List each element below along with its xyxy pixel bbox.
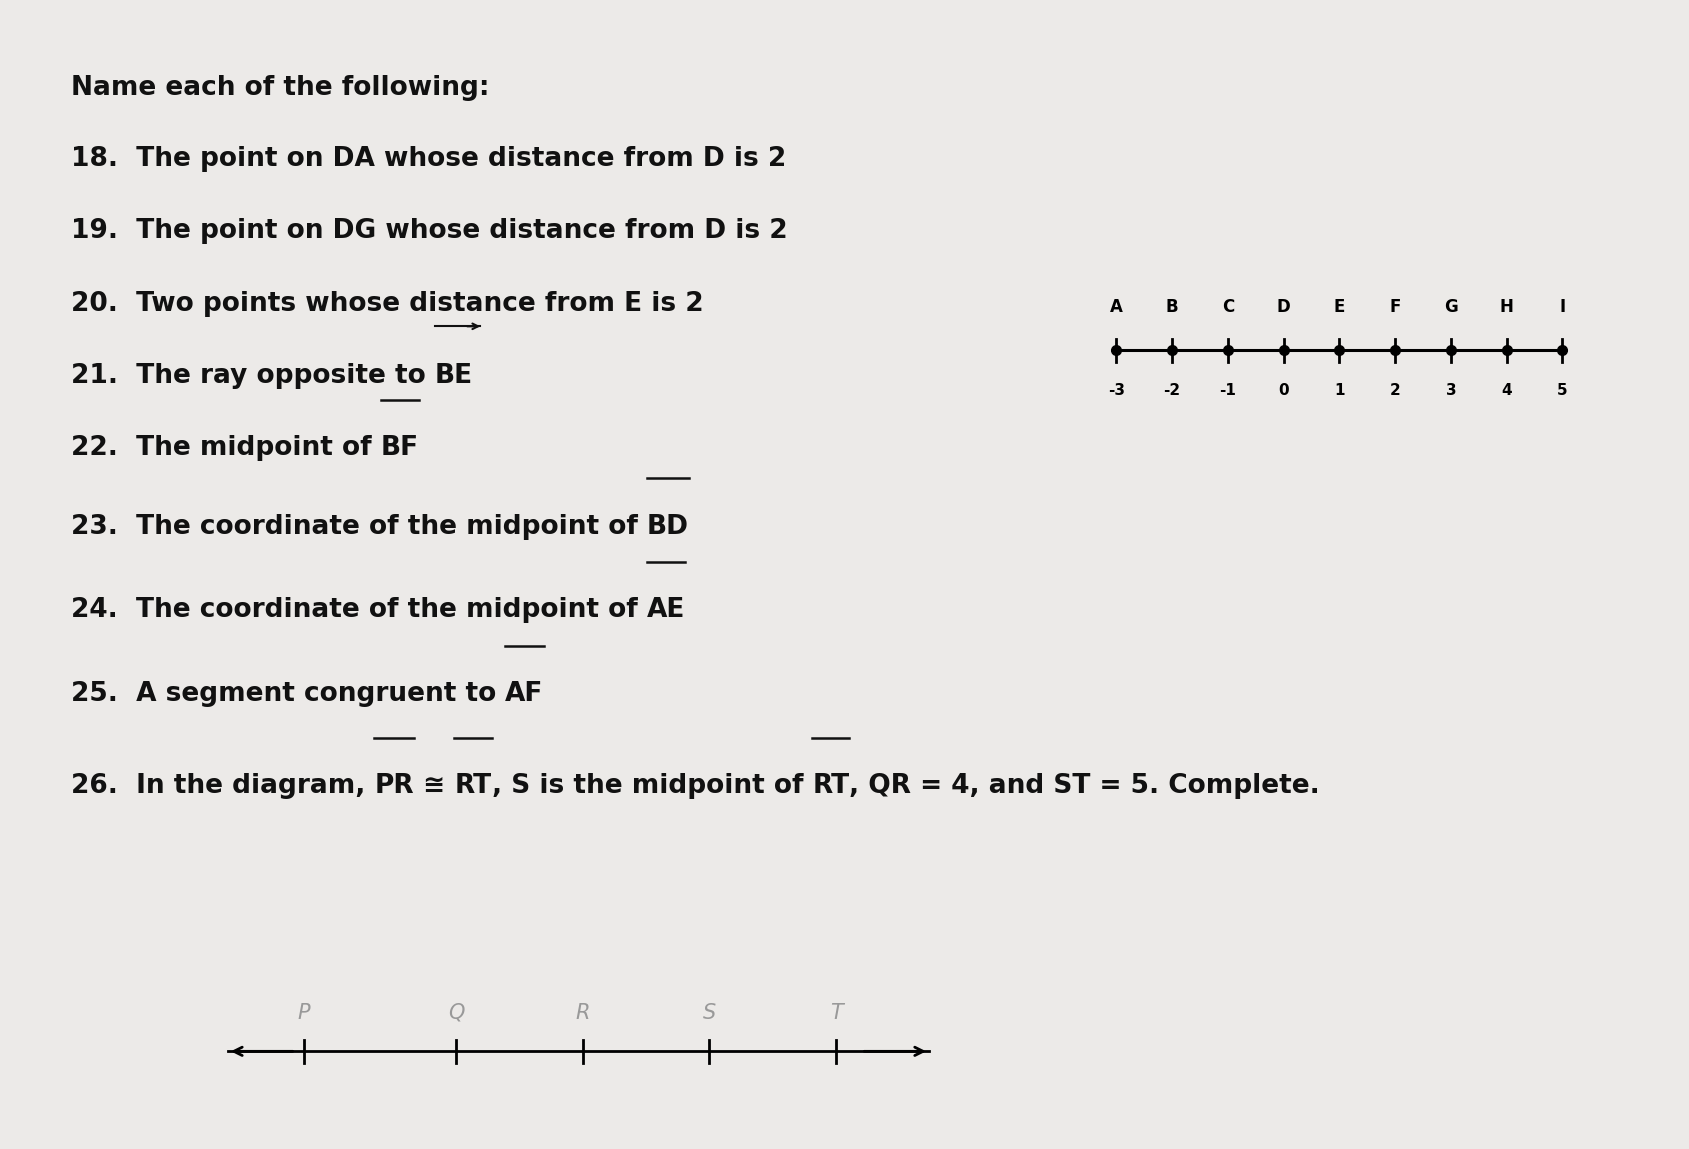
Text: 23.  The coordinate of the midpoint of: 23. The coordinate of the midpoint of (71, 514, 647, 540)
Text: RT: RT (454, 773, 491, 800)
Text: T: T (829, 1003, 843, 1023)
Text: C: C (1221, 298, 1235, 316)
Text: PR: PR (375, 773, 414, 800)
Text: D: D (1277, 298, 1290, 316)
Text: 2: 2 (1390, 383, 1400, 398)
Text: 19.  The point on DG whose distance from D is 2: 19. The point on DG whose distance from … (71, 218, 787, 245)
Text: 0: 0 (1279, 383, 1289, 398)
Text: , S is the midpoint of: , S is the midpoint of (491, 773, 812, 800)
Text: 18.  The point on DA whose distance from D is 2: 18. The point on DA whose distance from … (71, 146, 785, 172)
Text: S: S (703, 1003, 716, 1023)
Text: E: E (1334, 298, 1344, 316)
Text: 21.  The ray opposite to: 21. The ray opposite to (71, 363, 434, 390)
Text: , QR = 4, and ST = 5. Complete.: , QR = 4, and ST = 5. Complete. (850, 773, 1321, 800)
Text: RT: RT (812, 773, 850, 800)
Text: F: F (1390, 298, 1400, 316)
Text: B: B (1165, 298, 1179, 316)
Text: BE: BE (434, 363, 473, 390)
Text: G: G (1444, 298, 1458, 316)
Text: 26.  In the diagram,: 26. In the diagram, (71, 773, 375, 800)
Text: R: R (576, 1003, 589, 1023)
Text: I: I (1559, 298, 1566, 316)
Text: A: A (1110, 298, 1123, 316)
Text: -1: -1 (1219, 383, 1236, 398)
Text: -2: -2 (1164, 383, 1181, 398)
Text: 22.  The midpoint of: 22. The midpoint of (71, 435, 380, 462)
Text: P: P (297, 1003, 311, 1023)
Text: 3: 3 (1446, 383, 1456, 398)
Text: BF: BF (380, 435, 419, 462)
Text: AF: AF (505, 681, 544, 708)
Text: 20.  Two points whose distance from E is 2: 20. Two points whose distance from E is … (71, 291, 704, 317)
Text: AE: AE (647, 597, 686, 624)
Text: 25.  A segment congruent to: 25. A segment congruent to (71, 681, 505, 708)
Text: 24.  The coordinate of the midpoint of: 24. The coordinate of the midpoint of (71, 597, 647, 624)
Text: 5: 5 (1557, 383, 1567, 398)
Text: -3: -3 (1108, 383, 1125, 398)
Text: H: H (1500, 298, 1513, 316)
Text: ≅: ≅ (414, 773, 454, 800)
Text: Q: Q (448, 1003, 464, 1023)
Text: 1: 1 (1334, 383, 1344, 398)
Text: 4: 4 (1502, 383, 1512, 398)
Text: Name each of the following:: Name each of the following: (71, 75, 490, 101)
Text: BD: BD (647, 514, 689, 540)
